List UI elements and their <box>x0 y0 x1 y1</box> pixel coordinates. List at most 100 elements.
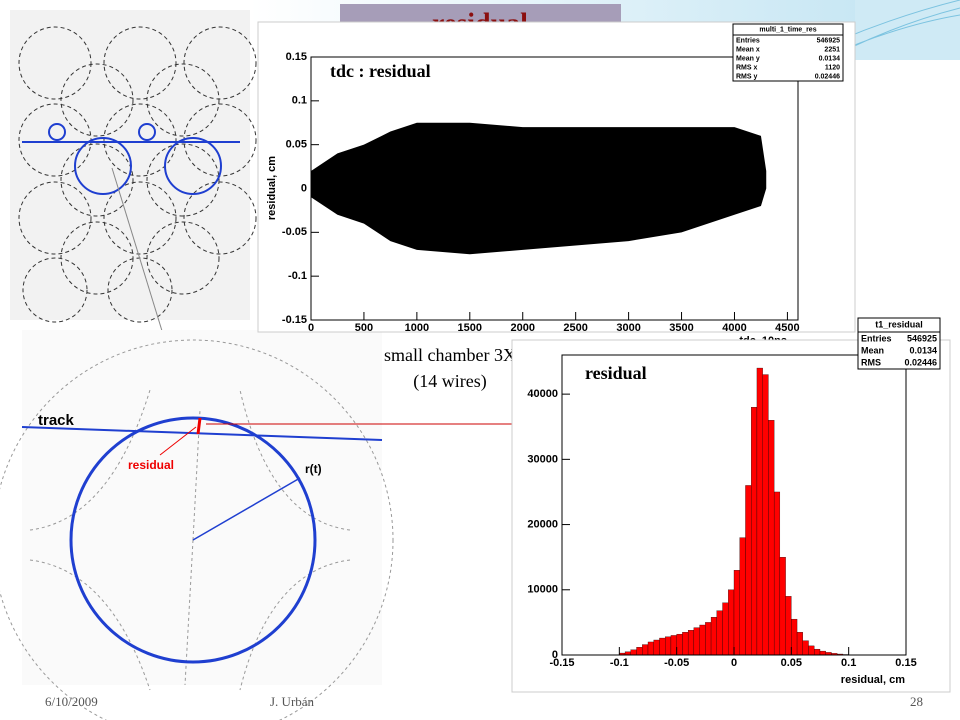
y-tick-label: 10000 <box>527 584 558 596</box>
hist-bar <box>762 374 769 656</box>
scatter-density <box>311 122 767 255</box>
x-tick-label: 0 <box>308 322 314 334</box>
y-axis-label: residual, cm <box>266 156 278 220</box>
caption: (14 wires) <box>413 371 486 392</box>
y-tick-label: -0.1 <box>288 270 307 282</box>
stats-key: RMS x <box>736 64 758 71</box>
zoom-diagram <box>0 330 394 720</box>
track-label: track <box>38 412 75 429</box>
hist-bar <box>630 649 637 656</box>
hist-bar <box>756 367 763 656</box>
footer-date: 6/10/2009 <box>45 694 98 709</box>
residual-pointer <box>159 426 197 456</box>
hist-bar <box>791 618 798 656</box>
stats-key: Mean <box>861 345 884 355</box>
x-tick-label: 3000 <box>616 322 640 334</box>
hist-bar <box>814 648 821 656</box>
radius-line <box>192 477 301 541</box>
y-tick-label: 0 <box>301 182 307 194</box>
hist-bar <box>693 627 700 656</box>
hist-bar <box>745 485 752 656</box>
x-tick-label: 4000 <box>722 322 746 334</box>
y-tick-label: 40000 <box>527 388 558 400</box>
stats-box <box>732 23 844 82</box>
footer-author: J. Urbán <box>270 694 315 709</box>
hist-bar <box>665 636 672 656</box>
hist-bar <box>796 632 803 656</box>
residual-label: residual <box>128 458 174 472</box>
stats-value: 546925 <box>907 333 937 343</box>
x-tick-label: 0 <box>731 657 737 669</box>
stats-key: Mean y <box>736 55 760 62</box>
hist-bar <box>642 644 649 656</box>
x-tick-label: 0.15 <box>895 657 916 669</box>
hist-bar <box>728 589 735 656</box>
x-tick-label: 4500 <box>775 322 799 334</box>
x-tick-label: 0.1 <box>841 657 856 669</box>
hist-bar <box>636 647 643 656</box>
stats-value: 0.02446 <box>904 357 937 367</box>
drift-circle <box>69 416 317 664</box>
stats-value: 2251 <box>824 46 840 53</box>
hist-bar <box>710 617 717 656</box>
hist-bar <box>819 650 826 656</box>
stats-key: RMS y <box>736 73 758 80</box>
x-tick-label: 1000 <box>405 322 429 334</box>
hist-bar <box>687 630 695 656</box>
residual-mark <box>196 417 202 435</box>
x-tick-label: 2000 <box>510 322 534 334</box>
chart-title: residual <box>585 363 647 383</box>
x-tick-label: 3500 <box>669 322 693 334</box>
hist-bar <box>682 632 689 656</box>
x-tick-label: 0.05 <box>781 657 802 669</box>
chart-title: tdc : residual <box>330 61 431 81</box>
stats-value: 0.02446 <box>815 73 840 80</box>
y-tick-label: 20000 <box>527 518 558 530</box>
hist-bar <box>676 633 683 656</box>
stats-key: Entries <box>861 333 892 343</box>
hist-bar <box>739 537 746 656</box>
hist-bar <box>647 641 654 656</box>
y-tick-label: 0.05 <box>286 139 307 151</box>
stats-title: t1_residual <box>875 319 923 329</box>
y-tick-label: 0.1 <box>292 95 307 107</box>
y-tick-label: -0.15 <box>282 314 307 326</box>
stats-key: RMS <box>861 357 881 367</box>
stats-value: 0.0134 <box>909 345 937 355</box>
hist-bar <box>699 624 706 656</box>
hist-bar <box>785 596 792 656</box>
stats-value: 546925 <box>817 37 840 44</box>
x-axis-label: residual, cm <box>841 674 905 686</box>
stats-key: Mean x <box>736 46 760 53</box>
track-top <box>22 123 240 195</box>
stats-value: 0.0134 <box>819 55 841 62</box>
hist-bar <box>802 640 809 656</box>
x-tick-label: -0.1 <box>610 657 629 669</box>
caption: small chamber 3X <box>384 345 516 365</box>
y-tick-label: 0.15 <box>286 51 307 63</box>
x-tick-label: -0.05 <box>664 657 689 669</box>
y-tick-label: 0 <box>552 649 558 661</box>
stats-value: 1120 <box>825 64 840 71</box>
footer-page: 28 <box>910 694 923 709</box>
hist-bar <box>808 645 815 656</box>
x-tick-label: 1500 <box>458 322 482 334</box>
hist-bar <box>779 557 786 656</box>
x-tick-label: 500 <box>355 322 373 334</box>
stats-box <box>857 317 941 370</box>
hist-bar <box>659 637 666 656</box>
hist-bar <box>773 491 781 656</box>
y-tick-label: -0.05 <box>282 226 307 238</box>
hist-bar <box>768 420 775 656</box>
hist-bar <box>716 610 723 656</box>
hist-bar <box>705 622 712 656</box>
radius-label: r(t) <box>305 462 322 476</box>
track-line <box>21 426 383 441</box>
x-tick-label: 2500 <box>563 322 587 334</box>
stats-key: Entries <box>736 37 760 44</box>
hist-bar <box>722 602 729 656</box>
hist-bar <box>751 407 758 656</box>
corner-band <box>855 0 960 60</box>
hist-bar <box>653 639 660 656</box>
